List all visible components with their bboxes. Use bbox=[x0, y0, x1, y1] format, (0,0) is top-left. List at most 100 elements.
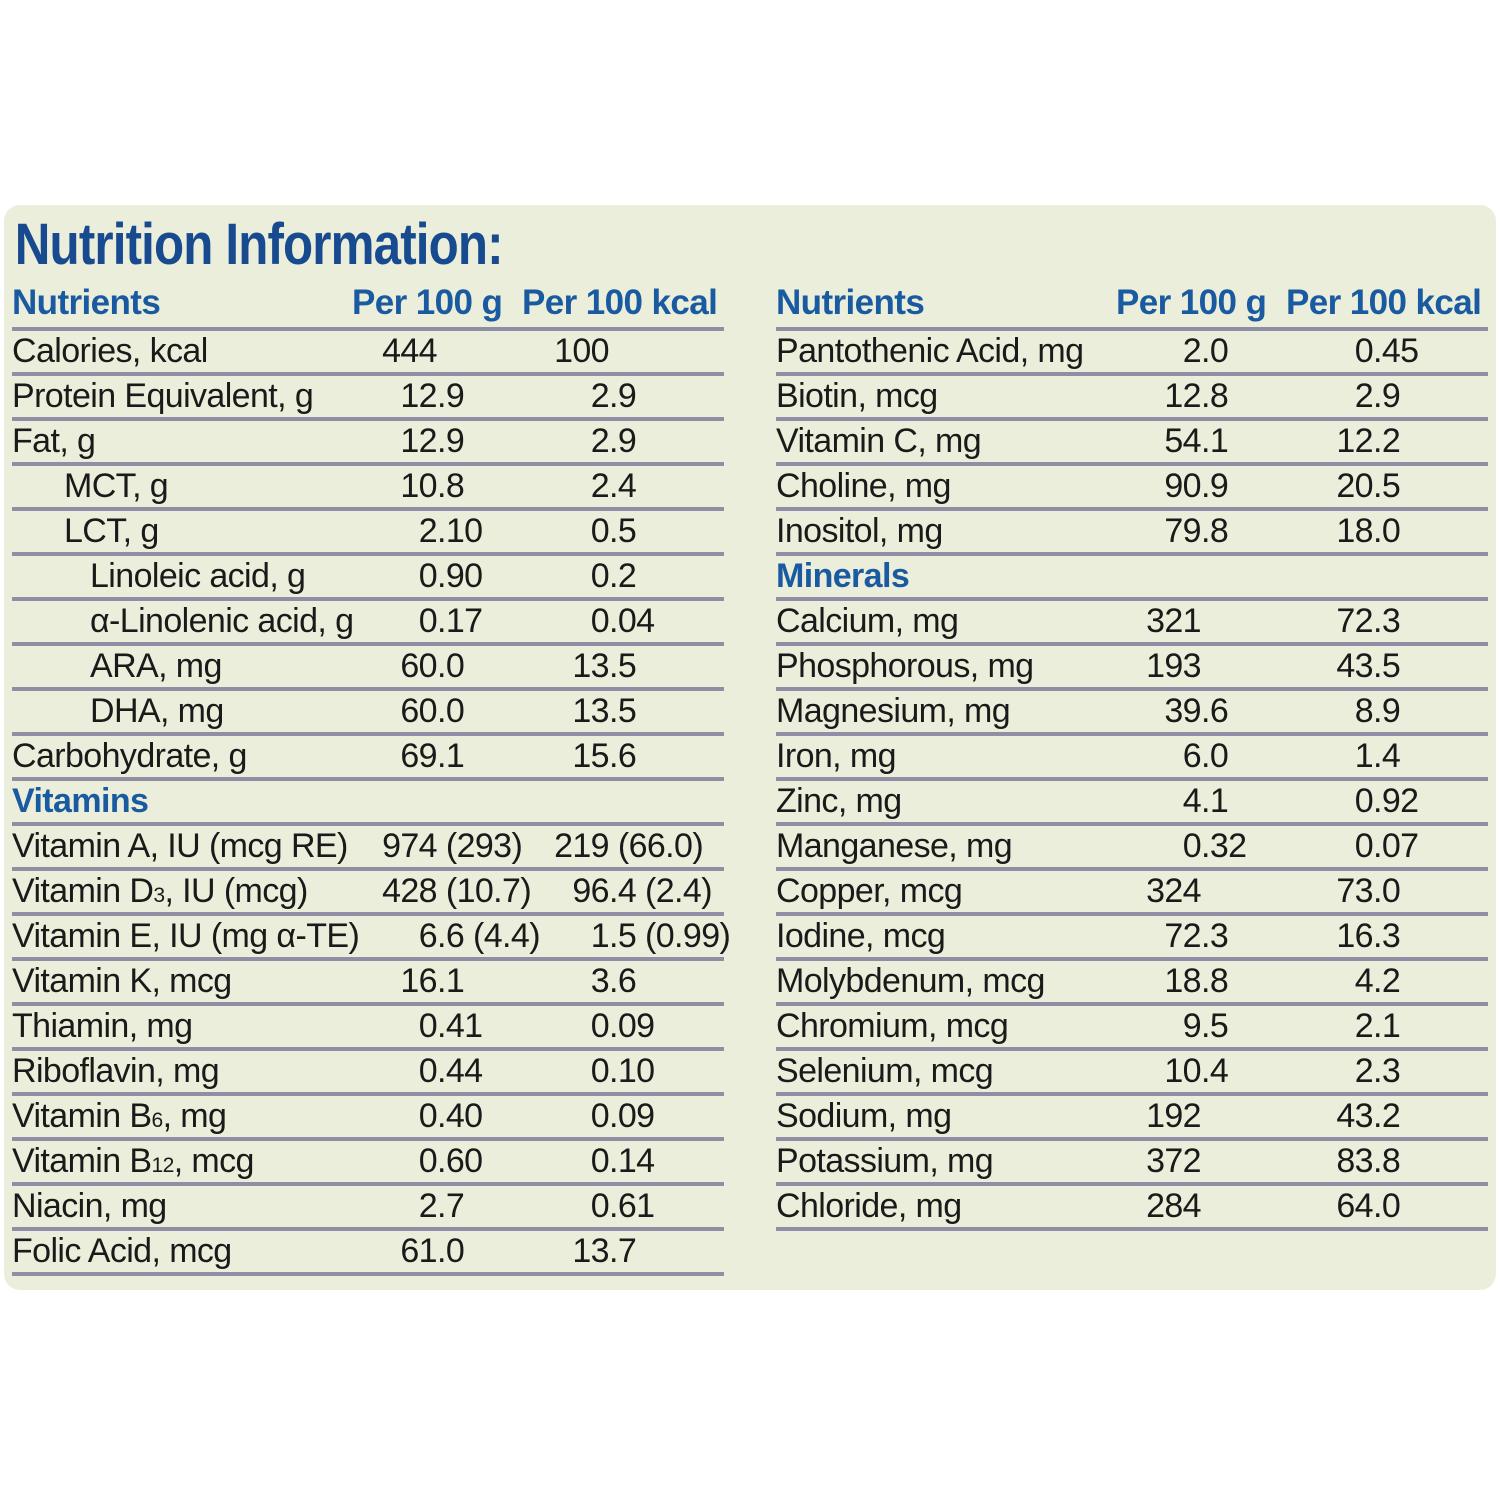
value-per-100kcal-frac: .5 bbox=[609, 512, 637, 550]
table-row: Zinc, mg 4.1 0.92 bbox=[776, 781, 1488, 826]
value-per-100g-frac: .9 bbox=[437, 422, 465, 460]
table-row: Phosphorous, mg 193 43.5 bbox=[776, 646, 1488, 691]
value-per-100g-int: 0 bbox=[418, 602, 438, 640]
nutrient-label: DHA, mg bbox=[90, 692, 224, 730]
value-per-100g-frac: .8 bbox=[437, 467, 465, 505]
table-row: Choline, mg 90.9 20.5 bbox=[776, 466, 1488, 511]
value-per-100kcal-frac: .92 bbox=[1373, 782, 1419, 820]
table-row: Riboflavin, mg 0.44 0.10 bbox=[12, 1051, 724, 1096]
nutrient-label: Vitamin B6, mg bbox=[12, 1097, 227, 1135]
value-per-100kcal-frac: .7 bbox=[609, 1232, 637, 1270]
section-title: Vitamins bbox=[12, 782, 149, 820]
table-row: Sodium, mg 192 43.2 bbox=[776, 1096, 1488, 1141]
column-header-nutrients: Nutrients bbox=[776, 283, 925, 322]
nutrient-label: Carbohydrate, g bbox=[12, 737, 247, 775]
nutrient-label: Choline, mg bbox=[776, 467, 951, 505]
value-per-100kcal-int: 43 bbox=[1336, 647, 1373, 685]
value-per-100g-int: 72 bbox=[1164, 917, 1201, 955]
table-row: Fat, g 12.9 2.9 bbox=[12, 421, 724, 466]
value-per-100kcal-int: 64 bbox=[1336, 1187, 1373, 1225]
value-per-100g-int: 60 bbox=[400, 692, 437, 730]
value-per-100kcal-int: 0 bbox=[1354, 782, 1374, 820]
table-row: Chloride, mg 284 64.0 bbox=[776, 1186, 1488, 1231]
value-per-100kcal-frac: .2 bbox=[1373, 1097, 1401, 1135]
value-per-100kcal-int: 3 bbox=[590, 962, 610, 1000]
table-row: Vitamin K, mcg 16.1 3.6 bbox=[12, 961, 724, 1006]
value-per-100kcal-int: 13 bbox=[572, 692, 609, 730]
nutrient-label: α-Linolenic acid, g bbox=[90, 602, 354, 640]
value-per-100kcal-int: 0 bbox=[590, 1142, 610, 1180]
value-per-100g-frac: .1 bbox=[437, 962, 465, 1000]
nutrition-table-left: Nutrients Per 100 g Per 100 kcal Calorie… bbox=[12, 279, 731, 1276]
value-per-100g-int: 2 bbox=[418, 1187, 438, 1225]
value-per-100g-frac: .90 bbox=[437, 557, 483, 595]
table-row: Carbohydrate, g 69.1 15.6 bbox=[12, 736, 724, 781]
value-per-100g-frac: .32 bbox=[1201, 827, 1247, 865]
value-per-100g-int: 12 bbox=[1164, 377, 1201, 415]
nutrient-label: Chromium, mcg bbox=[776, 1007, 1009, 1045]
value-per-100g-frac: .10 bbox=[437, 512, 483, 550]
table-row: Iron, mg 6.0 1.4 bbox=[776, 736, 1488, 781]
value-per-100g-int: 2 bbox=[418, 512, 438, 550]
table-header-row: Nutrients Per 100 g Per 100 kcal bbox=[12, 279, 724, 331]
column-header-per-100-g: Per 100 g bbox=[352, 283, 503, 322]
value-per-100kcal-frac: .9 bbox=[1373, 377, 1401, 415]
value-per-100g-int: 6 bbox=[418, 917, 438, 955]
value-per-100kcal-frac: .3 bbox=[1373, 917, 1401, 955]
value-per-100kcal-int: 2 bbox=[1354, 1007, 1374, 1045]
table-row: Manganese, mg 0.32 0.07 bbox=[776, 826, 1488, 871]
value-per-100g-frac: .0 bbox=[437, 647, 465, 685]
value-per-100kcal-frac: .5 bbox=[609, 647, 637, 685]
nutrition-table-right: Nutrients Per 100 g Per 100 kcal Pantoth… bbox=[776, 279, 1488, 1276]
value-per-100g-int: 0 bbox=[1182, 827, 1202, 865]
table-row: Chromium, mcg 9.5 2.1 bbox=[776, 1006, 1488, 1051]
value-per-100kcal-frac: .10 bbox=[609, 1052, 655, 1090]
table-rows: Calories, kcal 444 100 Protein Equivalent, … bbox=[12, 331, 731, 1276]
value-per-100g-int: 90 bbox=[1164, 467, 1201, 505]
nutrient-label: Vitamin A, IU (mcg RE) bbox=[12, 827, 348, 865]
nutrient-label: Fat, g bbox=[12, 422, 96, 460]
value-per-100g-int: 16 bbox=[400, 962, 437, 1000]
table-row: Potassium, mg 372 83.8 bbox=[776, 1141, 1488, 1186]
value-per-100kcal-int: 20 bbox=[1336, 467, 1373, 505]
nutrient-label: Folic Acid, mcg bbox=[12, 1232, 232, 1270]
value-per-100kcal-int: 73 bbox=[1336, 872, 1373, 910]
value-per-100g-int: 6 bbox=[1182, 737, 1202, 775]
value-per-100kcal-int: 2 bbox=[590, 377, 610, 415]
nutrient-label: Phosphorous, mg bbox=[776, 647, 1034, 685]
value-per-100kcal-int: 1 bbox=[1354, 737, 1374, 775]
nutrient-label: Vitamin E, IU (mg α-TE) bbox=[12, 917, 360, 955]
value-per-100g-frac: .8 bbox=[1201, 962, 1229, 1000]
value-per-100g-int: 61 bbox=[400, 1232, 437, 1270]
value-per-100g-frac: .8 bbox=[1201, 377, 1229, 415]
table-row: Vitamin D3, IU (mcg) 428 (10.7) 96.4 (2.4) bbox=[12, 871, 724, 916]
value-per-100kcal-int: 2 bbox=[590, 422, 610, 460]
table-row: MCT, g 10.8 2.4 bbox=[12, 466, 724, 511]
value-per-100g-frac: (293) bbox=[437, 827, 523, 865]
nutrient-label: MCT, g bbox=[64, 467, 169, 505]
value-per-100g-frac: .1 bbox=[437, 737, 465, 775]
value-per-100kcal-frac: .6 bbox=[609, 737, 637, 775]
value-per-100g-int: 12 bbox=[400, 422, 437, 460]
value-per-100kcal-frac: .04 bbox=[609, 602, 655, 640]
value-per-100g-int: 10 bbox=[1164, 1052, 1201, 1090]
nutrient-label: Calories, kcal bbox=[12, 332, 208, 370]
nutrient-label: ARA, mg bbox=[90, 647, 222, 685]
value-per-100kcal-frac: .4 bbox=[609, 467, 637, 505]
value-per-100g-frac: .41 bbox=[437, 1007, 483, 1045]
table-row: ARA, mg 60.0 13.5 bbox=[12, 646, 724, 691]
value-per-100g-frac: .0 bbox=[1201, 737, 1229, 775]
value-per-100kcal-frac: .2 bbox=[609, 557, 637, 595]
value-per-100g-int: 192 bbox=[1146, 1097, 1202, 1135]
subscript: 12 bbox=[151, 1154, 174, 1177]
value-per-100g-frac: .9 bbox=[437, 377, 465, 415]
nutrient-label: Chloride, mg bbox=[776, 1187, 962, 1225]
nutrient-label: Riboflavin, mg bbox=[12, 1052, 220, 1090]
value-per-100kcal-frac: .4 (2.4) bbox=[609, 872, 713, 910]
nutrient-label: Thiamin, mg bbox=[12, 1007, 193, 1045]
column-header-nutrients: Nutrients bbox=[12, 283, 161, 322]
nutrient-label: Vitamin K, mcg bbox=[12, 962, 232, 1000]
table-row: α-Linolenic acid, g 0.17 0.04 bbox=[12, 601, 724, 646]
value-per-100kcal-int: 4 bbox=[1354, 962, 1374, 1000]
value-per-100kcal-frac: .0 bbox=[1373, 872, 1401, 910]
